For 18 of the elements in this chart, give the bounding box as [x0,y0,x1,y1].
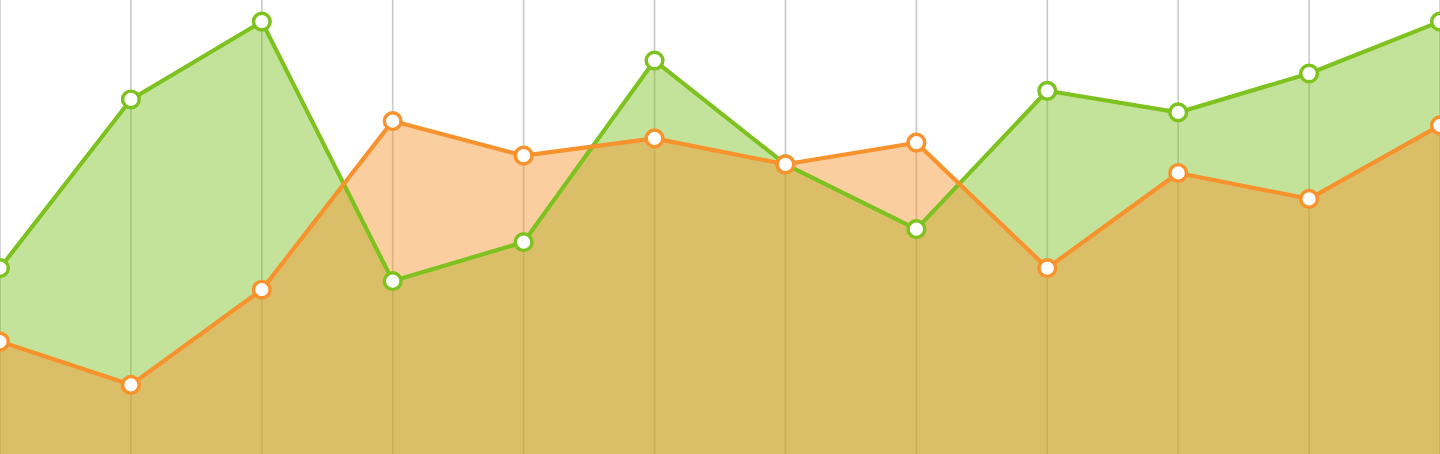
point [120,89,141,110]
point [1168,162,1189,184]
point [1037,80,1058,101]
point [382,270,403,292]
point [382,110,403,132]
point [906,219,927,240]
point [1299,63,1320,84]
point [644,128,665,149]
point [906,132,927,153]
point [1299,188,1320,209]
point [644,50,665,71]
point [251,279,272,300]
point [1168,102,1189,123]
point [120,374,141,395]
point [251,11,272,32]
point [513,232,534,253]
point [1037,258,1058,279]
point [513,145,534,166]
